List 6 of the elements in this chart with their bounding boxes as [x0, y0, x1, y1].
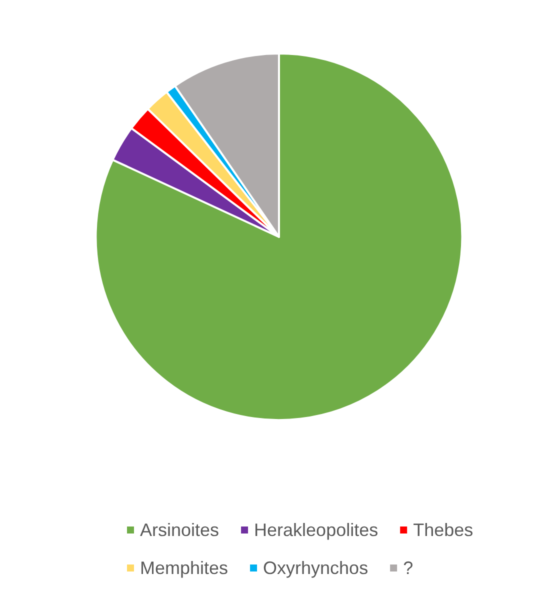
legend-label: Memphites — [140, 558, 228, 578]
legend-label: Arsinoites — [140, 520, 220, 540]
legend-label: ? — [403, 558, 414, 578]
legend-label: Thebes — [413, 520, 474, 540]
legend-label: Oxyrhynchos — [263, 558, 368, 578]
legend-label: Herakleopolites — [254, 520, 378, 540]
